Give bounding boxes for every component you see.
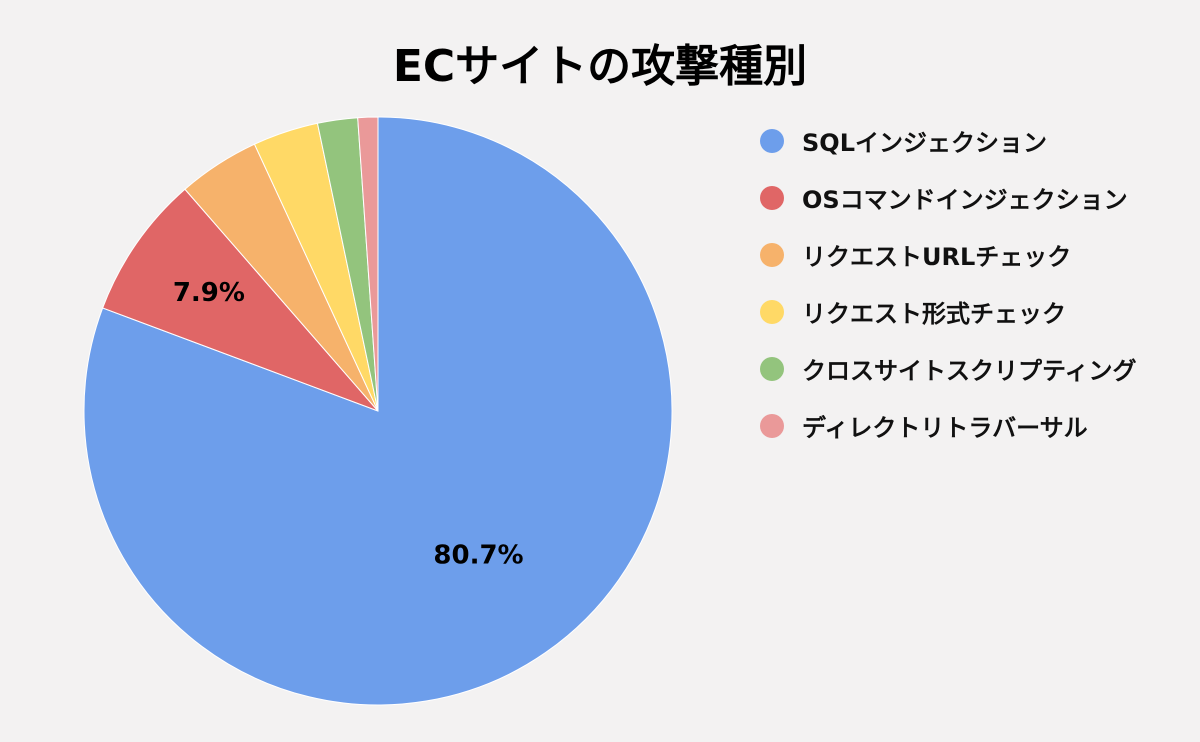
legend-item-request-url-check: リクエストURLチェック: [760, 226, 1137, 283]
pie-slice: [102, 188, 379, 412]
legend-swatch: [760, 128, 784, 153]
legend-swatch: [760, 242, 784, 267]
legend-label: OSコマンドインジェクション: [802, 186, 1128, 214]
legend-label: ディレクトリトラバーサル: [802, 414, 1088, 442]
legend-swatch: [760, 413, 784, 438]
legend-item-os-command-injection: OSコマンドインジェクション: [760, 169, 1137, 226]
legend-item-sql-injection: SQLインジェクション: [760, 112, 1137, 169]
legend-swatch: [760, 185, 784, 210]
legend: SQLインジェクション OSコマンドインジェクション リクエストURLチェック …: [760, 112, 1137, 454]
legend-label: クロスサイトスクリプティング: [802, 357, 1137, 385]
legend-item-directory-traversal: ディレクトリトラバーサル: [760, 397, 1137, 454]
legend-item-request-format-check: リクエスト形式チェック: [760, 283, 1137, 340]
legend-label: リクエスト形式チェック: [802, 300, 1066, 328]
legend-label: リクエストURLチェック: [802, 243, 1072, 271]
legend-swatch: [760, 299, 784, 324]
legend-swatch: [760, 356, 784, 381]
legend-label: SQLインジェクション: [802, 129, 1047, 157]
chart-title: ECサイトの攻撃種別: [392, 41, 808, 92]
slice-data-label: 7.9%: [173, 278, 245, 308]
legend-item-cross-site-scripting: クロスサイトスクリプティング: [760, 340, 1137, 397]
slice-data-label: 80.7%: [433, 540, 523, 570]
pie-slice: [357, 116, 379, 412]
